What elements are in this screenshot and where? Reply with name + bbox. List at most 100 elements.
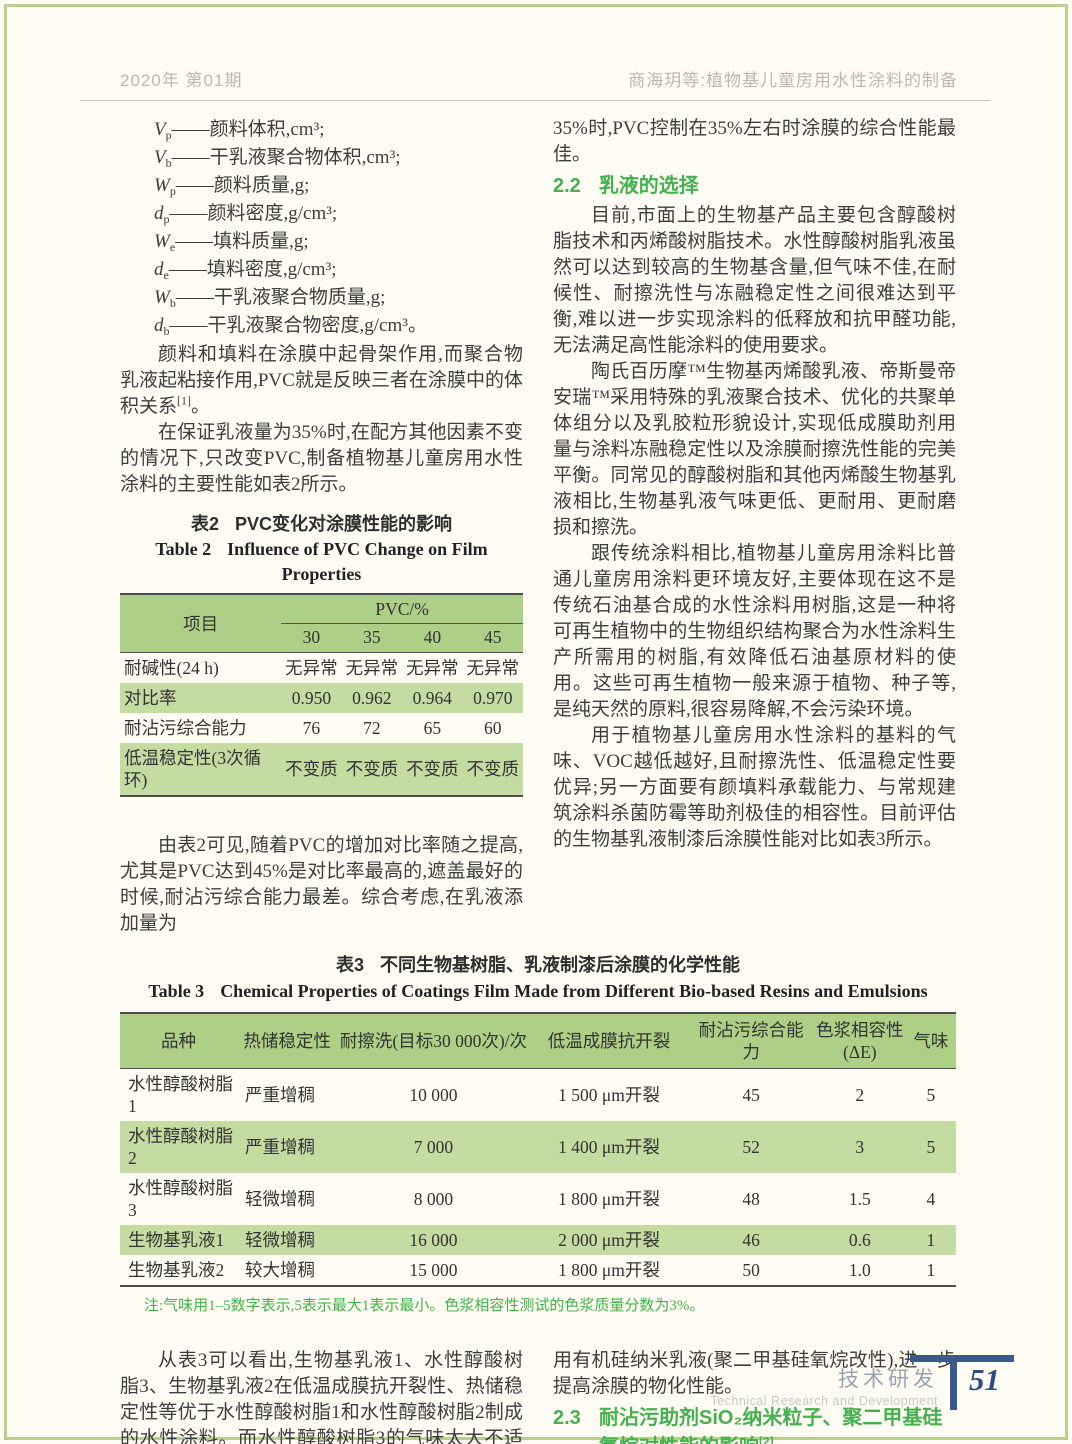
cell: 10 000 bbox=[409, 1085, 458, 1105]
table-row: 生物基乳液2 较大增稠 15 000 1 800 μm开裂 50 1.0 1 bbox=[120, 1255, 956, 1286]
paragraph: 目前,市面上的生物基产品主要包含醇酸树脂技术和丙烯酸树脂技术。水性醇酸树脂乳液虽… bbox=[553, 205, 956, 356]
table-3-caption-en: Table 3 Chemical Properties of Coatings F… bbox=[120, 979, 956, 1005]
table-2-col-item: 项目 bbox=[120, 594, 282, 653]
upper-columns: Vp——颜料体积,cm³; Vb——干乳液聚合物体积,cm³; Wp——颜料质量… bbox=[120, 116, 956, 937]
var-subscript: e bbox=[163, 268, 169, 282]
cell: 0.950 bbox=[291, 688, 332, 708]
table-3-col: 气味 bbox=[905, 1013, 956, 1069]
table-3-col: 热储稳定性 bbox=[237, 1013, 338, 1069]
table-2-col-group: PVC/% bbox=[281, 594, 523, 624]
cell: 0.964 bbox=[412, 688, 452, 708]
definition-item: de——填料密度,g/cm³; bbox=[154, 256, 523, 284]
row-label: 耐沾污综合能力 bbox=[124, 718, 247, 738]
footer-section-en: Technical Research and Development bbox=[710, 1394, 938, 1408]
var-subscript: p bbox=[165, 128, 172, 142]
paragraph: 由表2可见,随着PVC的增加对比率随之提高,尤其是PVC达到45%是对比率最高的… bbox=[120, 835, 523, 934]
var-symbol: V bbox=[154, 147, 166, 168]
row-label: 耐碱性(24 h) bbox=[124, 658, 219, 678]
var-subscript: p bbox=[169, 184, 176, 198]
paragraph: 用有机硅纳米乳液(聚二甲基硅氧烷改性),进一步提高涂膜的物化性能。 bbox=[553, 1350, 956, 1397]
var-subscript: b bbox=[165, 156, 172, 170]
right-column: 35%时,PVC控制在35%左右时涂膜的综合性能最佳。 2.2 乳液的选择 目前,… bbox=[553, 116, 956, 937]
cell: 65 bbox=[423, 718, 442, 738]
paragraph: 颜料和填料在涂膜中起骨架作用,而聚合物乳液起粘接作用,PVC就是反映三者在涂膜中… bbox=[120, 342, 523, 420]
var-symbol: V bbox=[154, 119, 166, 140]
bottom-right-column: 用有机硅纳米乳液(聚二甲基硅氧烷改性),进一步提高涂膜的物化性能。 2.3 耐沾… bbox=[553, 1348, 956, 1444]
table-2-col: 30 bbox=[281, 623, 342, 653]
var-subscript: b bbox=[163, 324, 170, 338]
table-2-col: 40 bbox=[402, 623, 463, 653]
var-description: ——干乳液聚合物质量,g; bbox=[175, 287, 386, 308]
table-3-header-row: 品种 热储稳定性 耐擦洗(目标30 000次)/次 低温成膜抗开裂 耐沾污综合能… bbox=[120, 1013, 956, 1069]
cell: 52 bbox=[742, 1137, 760, 1157]
cell: 不变质 bbox=[406, 759, 459, 779]
cell: 严重增稠 bbox=[245, 1137, 316, 1157]
table-3-col: 色浆相容性(ΔE) bbox=[813, 1013, 906, 1069]
var-subscript: p bbox=[163, 212, 170, 226]
cell: 不变质 bbox=[285, 759, 338, 779]
cell: 3 bbox=[855, 1137, 865, 1157]
var-description: ——填料质量,g; bbox=[175, 231, 309, 252]
table-row: 低温稳定性(3次循环) 不变质 不变质 不变质 不变质 bbox=[120, 743, 523, 796]
cell: 76 bbox=[302, 718, 321, 738]
cell: 1 400 μm开裂 bbox=[558, 1137, 660, 1157]
row-label: 对比率 bbox=[124, 688, 177, 708]
var-description: ——干乳液聚合物密度,g/cm³。 bbox=[169, 315, 427, 336]
cell: 不变质 bbox=[345, 759, 399, 779]
cell: 轻微增稠 bbox=[245, 1189, 316, 1209]
page-footer: 技术研发 Technical Research and Development … bbox=[710, 1352, 1014, 1410]
table-2-header-row: 项目 PVC/% bbox=[120, 594, 523, 653]
paragraph-text: 。 bbox=[191, 396, 211, 417]
section-title: 耐沾污助剂SiO₂纳米粒子、聚二甲基硅氧烷对性能的影响[2] bbox=[599, 1404, 956, 1444]
var-subscript: e bbox=[169, 240, 176, 254]
table-3-caption-title: 不同生物基树脂、乳液制漆后涂膜的化学性能 bbox=[380, 955, 740, 975]
cell: 1 500 μm开裂 bbox=[558, 1085, 660, 1105]
paragraph: 35%时,PVC控制在35%左右时涂膜的综合性能最佳。 bbox=[553, 118, 956, 165]
table-2-caption-en-label: Table 2 bbox=[155, 539, 212, 559]
table-2: 项目 PVC/% 30 35 40 45 bbox=[120, 593, 523, 797]
citation-ref: [1] bbox=[177, 393, 192, 408]
cell: 0.6 bbox=[848, 1230, 871, 1250]
cell: 1 bbox=[926, 1230, 936, 1250]
cell: 无异常 bbox=[285, 658, 338, 678]
var-symbol: W bbox=[154, 175, 170, 196]
table-row: 水性醇酸树脂3 轻微增稠 8 000 1 800 μm开裂 48 1.5 4 bbox=[120, 1173, 956, 1225]
definition-item: Wp——颜料质量,g; bbox=[154, 172, 523, 200]
table-row: 对比率 0.950 0.962 0.964 0.970 bbox=[120, 683, 523, 713]
var-description: ——填料密度,g/cm³; bbox=[168, 259, 337, 280]
section-number: 2.3 bbox=[553, 1407, 581, 1429]
page-number: 51 bbox=[910, 1355, 1014, 1410]
var-symbol: W bbox=[154, 287, 170, 308]
section-number: 2.2 bbox=[553, 175, 581, 197]
table-row: 水性醇酸树脂1 严重增稠 10 000 1 500 μm开裂 45 2 5 bbox=[120, 1069, 956, 1122]
cell: 1 bbox=[926, 1260, 936, 1280]
table-3-col: 耐沾污综合能力 bbox=[688, 1013, 814, 1069]
footer-section-name: 技术研发 Technical Research and Development bbox=[710, 1352, 938, 1409]
cell: 2 bbox=[855, 1085, 865, 1105]
var-symbol: d bbox=[154, 315, 164, 336]
row-label: 水性醇酸树脂1 bbox=[128, 1074, 233, 1116]
cell: 2 000 μm开裂 bbox=[558, 1230, 660, 1250]
definition-item: We——填料质量,g; bbox=[154, 228, 523, 256]
row-label: 水性醇酸树脂2 bbox=[128, 1126, 233, 1168]
definition-item: dp——颜料密度,g/cm³; bbox=[154, 200, 523, 228]
cell: 50 bbox=[742, 1260, 760, 1280]
page-content: Vp——颜料体积,cm³; Vb——干乳液聚合物体积,cm³; Wp——颜料质量… bbox=[120, 116, 956, 1444]
paragraph: 用于植物基儿童房用水性涂料的基料的气味、VOC越低越好,且耐擦洗性、低温稳定性要… bbox=[553, 725, 956, 850]
definition-item: Vp——颜料体积,cm³; bbox=[154, 116, 523, 144]
table-3-section: 表3 不同生物基树脂、乳液制漆后涂膜的化学性能 Table 3 Chemical P… bbox=[120, 953, 956, 1316]
cell: 45 bbox=[742, 1085, 760, 1105]
table-3-caption-cn: 表3 不同生物基树脂、乳液制漆后涂膜的化学性能 bbox=[120, 953, 956, 979]
table-2-section: 表2 PVC变化对涂膜性能的影响 Table 2 Influence of PVC … bbox=[120, 512, 523, 797]
cell: 1 800 μm开裂 bbox=[558, 1189, 660, 1209]
cell: 5 bbox=[926, 1085, 936, 1105]
table-3-col: 低温成膜抗开裂 bbox=[529, 1013, 689, 1069]
row-label: 生物基乳液2 bbox=[128, 1260, 225, 1280]
bottom-left-column: 从表3可以看出,生物基乳液1、水性醇酸树脂3、生物基乳液2在低温成膜抗开裂性、热… bbox=[120, 1348, 523, 1444]
section-heading-2-3: 2.3 耐沾污助剂SiO₂纳米粒子、聚二甲基硅氧烷对性能的影响[2] bbox=[553, 1404, 956, 1444]
cell: 15 000 bbox=[409, 1260, 458, 1280]
variable-definitions: Vp——颜料体积,cm³; Vb——干乳液聚合物体积,cm³; Wp——颜料质量… bbox=[120, 116, 523, 340]
var-symbol: d bbox=[154, 259, 164, 280]
journal-issue: 2020年 第01期 bbox=[120, 71, 243, 90]
